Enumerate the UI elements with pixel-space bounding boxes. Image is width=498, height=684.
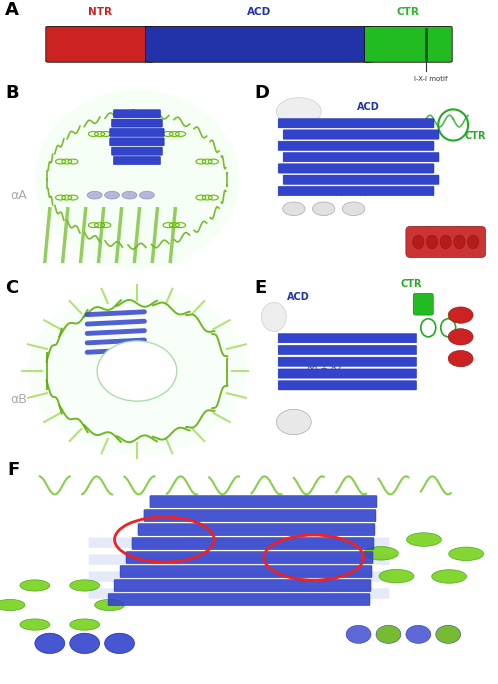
Ellipse shape (313, 202, 335, 215)
Ellipse shape (448, 350, 473, 367)
FancyBboxPatch shape (89, 538, 389, 548)
Ellipse shape (139, 192, 154, 199)
Ellipse shape (431, 226, 446, 242)
Ellipse shape (95, 599, 124, 611)
FancyBboxPatch shape (278, 369, 416, 378)
FancyBboxPatch shape (406, 226, 486, 258)
Ellipse shape (454, 235, 465, 249)
FancyBboxPatch shape (89, 571, 389, 582)
FancyBboxPatch shape (278, 118, 434, 128)
Text: D: D (254, 84, 269, 102)
Ellipse shape (261, 302, 286, 332)
Text: ACD: ACD (357, 102, 380, 111)
FancyBboxPatch shape (283, 130, 439, 140)
Text: E: E (254, 279, 266, 297)
FancyBboxPatch shape (278, 345, 416, 354)
Ellipse shape (468, 235, 479, 249)
Text: β6 + β7: β6 + β7 (306, 364, 342, 373)
FancyBboxPatch shape (132, 538, 374, 550)
Text: αB: αB (10, 393, 27, 406)
Ellipse shape (87, 192, 102, 199)
Text: ACD: ACD (247, 8, 271, 17)
Ellipse shape (364, 547, 398, 560)
Text: CTR: CTR (464, 131, 486, 141)
Text: NTR: NTR (463, 242, 486, 252)
FancyBboxPatch shape (144, 510, 376, 522)
FancyBboxPatch shape (278, 186, 434, 196)
Ellipse shape (448, 329, 473, 345)
Text: NTR: NTR (88, 8, 112, 17)
Ellipse shape (346, 625, 371, 644)
Ellipse shape (35, 90, 239, 269)
Ellipse shape (97, 341, 177, 401)
Ellipse shape (122, 192, 137, 199)
FancyBboxPatch shape (138, 523, 375, 536)
FancyBboxPatch shape (278, 357, 416, 367)
Ellipse shape (35, 633, 65, 653)
Ellipse shape (343, 202, 365, 215)
Ellipse shape (70, 580, 100, 591)
Text: I-X-I motif: I-X-I motif (414, 77, 448, 82)
Text: β6 + β7: β6 + β7 (341, 187, 376, 196)
FancyBboxPatch shape (278, 141, 434, 150)
Ellipse shape (448, 307, 473, 324)
FancyBboxPatch shape (278, 163, 434, 173)
Ellipse shape (20, 619, 50, 630)
Ellipse shape (421, 226, 436, 242)
FancyBboxPatch shape (145, 27, 373, 62)
FancyBboxPatch shape (283, 175, 439, 185)
Ellipse shape (70, 633, 100, 653)
FancyBboxPatch shape (112, 147, 162, 155)
Ellipse shape (379, 569, 414, 583)
FancyBboxPatch shape (108, 594, 370, 605)
Text: A: A (5, 1, 19, 19)
FancyBboxPatch shape (110, 138, 164, 146)
Ellipse shape (376, 625, 401, 644)
Text: F: F (7, 460, 20, 479)
Ellipse shape (105, 633, 134, 653)
Ellipse shape (451, 226, 466, 242)
Ellipse shape (0, 599, 25, 611)
Ellipse shape (432, 570, 467, 583)
FancyBboxPatch shape (278, 381, 416, 390)
Ellipse shape (70, 619, 100, 630)
Ellipse shape (426, 235, 438, 249)
Ellipse shape (440, 235, 451, 249)
Ellipse shape (20, 580, 50, 591)
Ellipse shape (406, 533, 441, 547)
FancyBboxPatch shape (89, 555, 389, 565)
Text: ACD: ACD (287, 291, 310, 302)
Ellipse shape (105, 192, 120, 199)
FancyBboxPatch shape (110, 129, 164, 137)
FancyBboxPatch shape (126, 551, 373, 564)
Ellipse shape (283, 202, 305, 215)
Ellipse shape (406, 625, 431, 644)
FancyBboxPatch shape (120, 566, 372, 578)
Ellipse shape (436, 625, 461, 644)
Ellipse shape (276, 409, 311, 435)
FancyBboxPatch shape (114, 579, 371, 592)
FancyBboxPatch shape (283, 153, 439, 162)
Ellipse shape (449, 547, 484, 561)
FancyBboxPatch shape (112, 119, 162, 127)
FancyBboxPatch shape (365, 27, 452, 62)
FancyBboxPatch shape (413, 293, 433, 315)
Ellipse shape (27, 289, 247, 454)
FancyBboxPatch shape (89, 588, 389, 598)
Text: CTR: CTR (400, 279, 422, 289)
Text: CTR: CTR (397, 8, 420, 17)
FancyBboxPatch shape (150, 495, 377, 508)
Text: C: C (5, 279, 18, 297)
Ellipse shape (441, 226, 456, 242)
FancyBboxPatch shape (278, 334, 416, 343)
Text: αA: αA (10, 189, 27, 202)
Ellipse shape (276, 98, 321, 125)
FancyBboxPatch shape (46, 27, 153, 62)
Text: B: B (5, 84, 18, 102)
FancyBboxPatch shape (114, 157, 160, 165)
FancyBboxPatch shape (114, 109, 160, 118)
Ellipse shape (413, 235, 424, 249)
